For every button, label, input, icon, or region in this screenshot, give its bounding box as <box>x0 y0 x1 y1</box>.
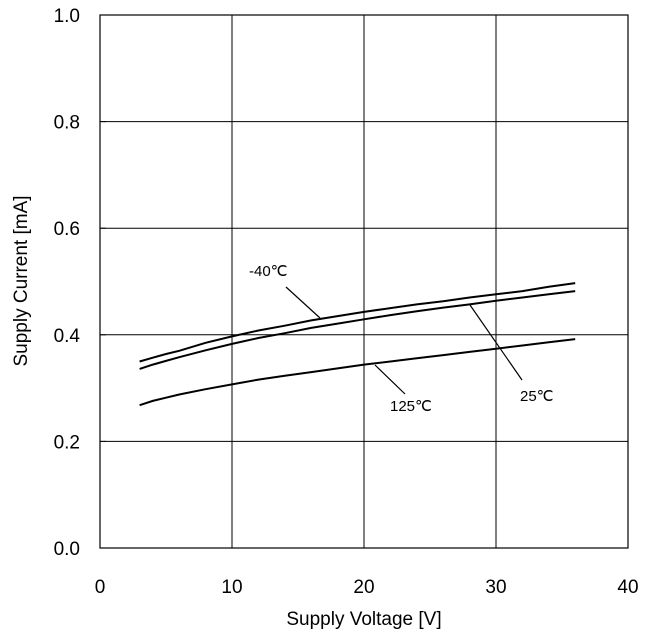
annotation-leader-25 <box>469 304 523 381</box>
plot-frame <box>99 14 629 549</box>
series-lines <box>139 282 576 407</box>
annotation-minus40: -40℃ <box>249 263 288 280</box>
x-tick-label: 40 <box>617 577 638 598</box>
y-tick-label: 0.2 <box>54 432 80 453</box>
annotation-125: 125℃ <box>390 398 432 415</box>
annotations: -40℃ 25℃ 125℃ <box>249 263 554 415</box>
annotation-leader-minus40 <box>285 286 321 319</box>
series-line-25c <box>139 290 576 370</box>
y-axis-title: Supply Current [mA] <box>11 195 32 366</box>
grid <box>99 14 629 549</box>
x-axis-title: Supply Voltage [V] <box>286 609 441 630</box>
y-tick-label: 0.6 <box>54 219 80 240</box>
annotation-leader-125 <box>374 364 406 395</box>
x-tick-label: 0 <box>95 577 106 598</box>
y-tick-label: 1.0 <box>54 6 80 27</box>
series-line-125c <box>139 338 576 407</box>
y-tick-label: 0.4 <box>54 326 81 347</box>
annotation-25: 25℃ <box>520 388 554 405</box>
y-tick-label: 0.8 <box>54 113 80 134</box>
tick-labels: 0 10 20 30 40 0.0 0.2 0.4 0.6 0.8 1.0 <box>54 6 639 598</box>
y-tick-label: 0.0 <box>54 539 80 560</box>
x-tick-label: 10 <box>221 577 242 598</box>
x-tick-label: 30 <box>485 577 506 598</box>
series-line-minus40c <box>139 282 576 363</box>
x-tick-label: 20 <box>353 577 374 598</box>
